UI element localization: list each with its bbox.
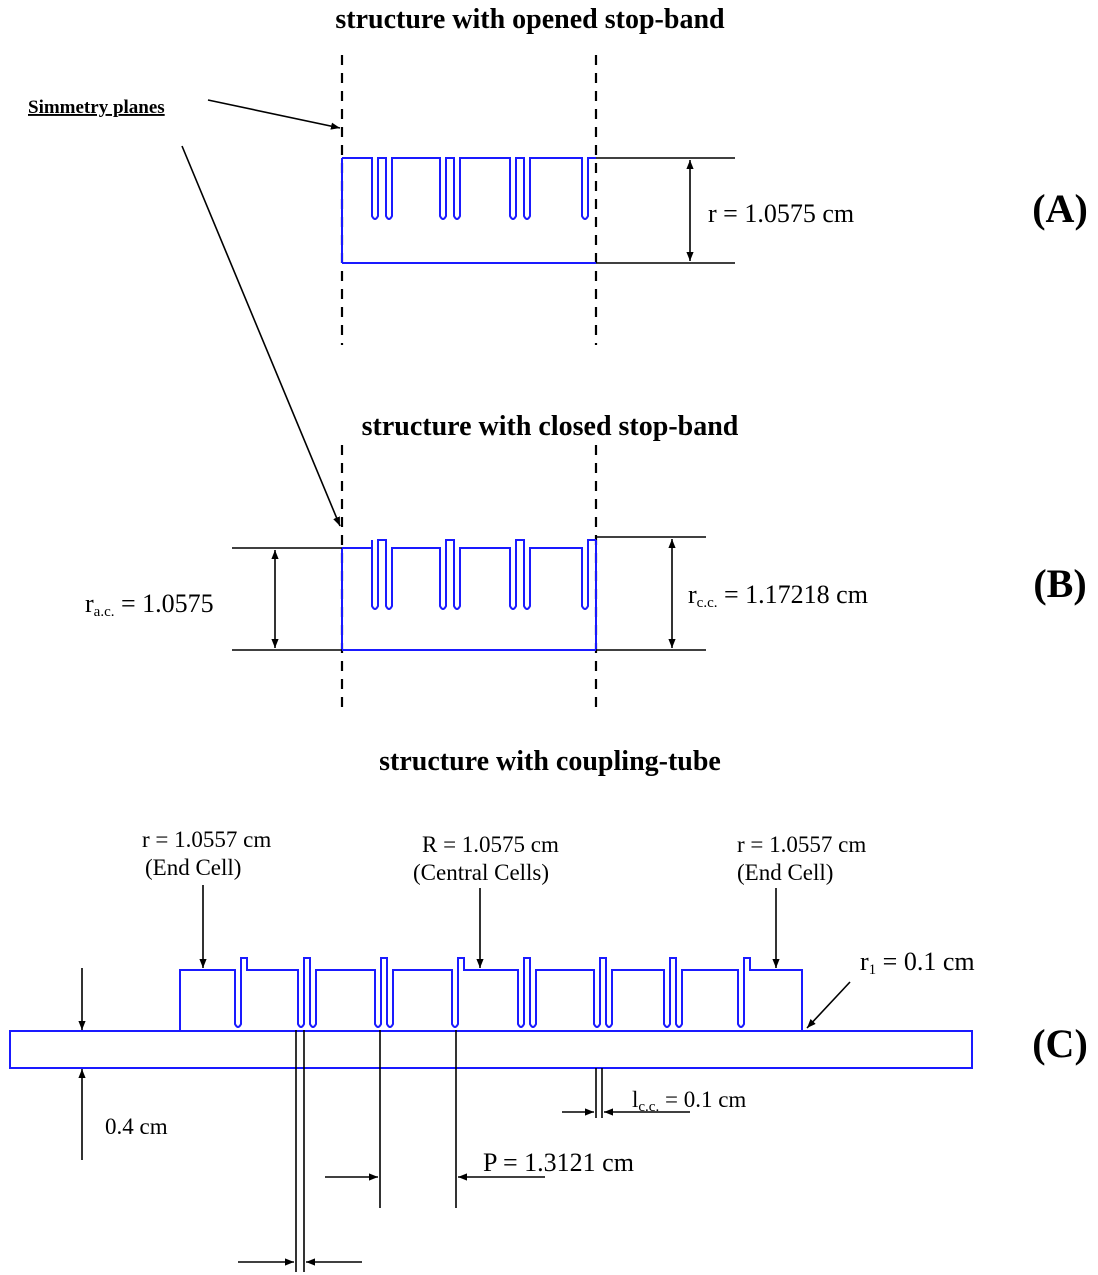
panel-c-title: structure with coupling-tube [379,746,721,777]
structure-outline-c [10,957,972,1032]
panel-a: structure with opened stop-band Simmetry… [28,4,1088,527]
panel-b: structure with closed stop-band ra.c. = … [85,411,1087,715]
radius-label-a: r = 1.0575 cm [708,199,854,228]
symmetry-planes-label: Simmetry planes [28,97,165,118]
tube-radius-label: 0.4 cm [105,1114,168,1139]
structure-outline-a [342,157,596,220]
lcc-label: lc.c. = 0.1 cm [632,1087,746,1115]
end-cell-left-label: (End Cell) [145,855,241,880]
end-cell-right-label: (End Cell) [737,860,833,885]
central-label: (Central Cells) [413,860,549,885]
r1-arrow [806,981,851,1029]
central-radius: R = 1.0575 cm [422,832,559,857]
panel-a-title: structure with opened stop-band [335,4,725,35]
end-cell-left-radius: r = 1.0557 cm [142,827,271,852]
panel-c: structure with coupling-tube r = 1.0557 … [9,746,1088,1272]
r1-label: r1 = 0.1 cm [860,947,975,978]
rac-label: ra.c. = 1.0575 [85,589,214,620]
symmetry-arrow-a [207,99,341,130]
structure-outline-b [342,539,596,610]
panel-label-c: (C) [1032,1021,1088,1066]
coupling-tube [9,1030,973,1069]
panel-b-title: structure with closed stop-band [362,411,739,442]
end-cell-right-radius: r = 1.0557 cm [737,832,866,857]
symmetry-arrow-b [181,145,341,527]
panel-label-b: (B) [1033,561,1086,606]
rcc-label: rc.c. = 1.17218 cm [688,580,868,611]
period-label: P = 1.3121 cm [483,1148,634,1177]
panel-label-a: (A) [1032,186,1088,231]
